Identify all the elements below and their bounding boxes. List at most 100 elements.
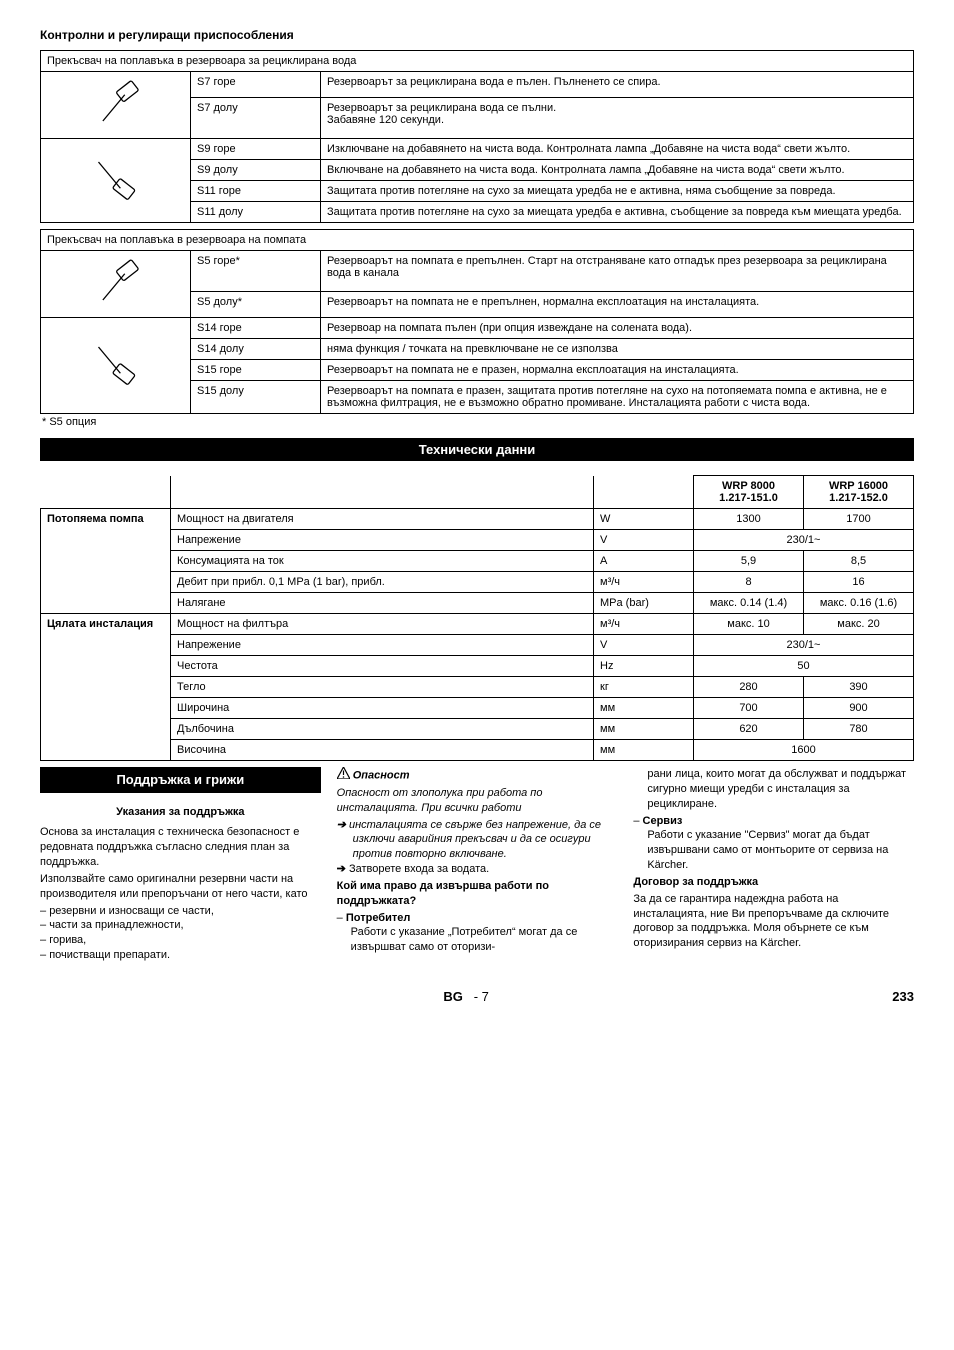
g0r0-b: 1700 [804,509,914,530]
g0r3-p: Дебит при прибл. 0,1 MPa (1 bar), прибл. [171,572,594,593]
c1-p1: Основа за инсталация с техническа безопа… [40,825,321,870]
g0r0-p: Мощност на двигателя [171,509,594,530]
g1r3-b: 390 [804,677,914,698]
serv-label: Сервиз [643,815,683,827]
th-blank1 [41,476,171,509]
footer: BG - 7 233 [40,989,914,1004]
float-down-icon-2 [41,318,191,414]
t2-r4-k: S15 горе [191,360,321,381]
t1-r2-v: Изключване на добавянето на чиста вода. … [321,139,914,160]
t2-footnote: * S5 опция [40,414,914,432]
col3: рани лица, които могат да обслужват и по… [633,767,914,965]
g0r2-a: 5,9 [694,551,804,572]
g1r2-p: Честота [171,656,594,677]
col2: Опасност Опасност от злополука при работ… [337,767,618,965]
tech-heading: Технически данни [40,438,914,461]
g1r3-a: 280 [694,677,804,698]
g0-label: Потопяема помпа [41,509,171,614]
footer-lang: BG [443,989,463,1004]
float-table-2: Прекъсвач на поплавъка в резервоара на п… [40,229,914,414]
t1-r0-k: S7 горе [191,72,321,98]
g1r4-b: 900 [804,698,914,719]
g0r3-u: м³/ч [594,572,694,593]
maint-sub: Указания за поддръжка [40,799,321,826]
t2-r0-v: Резервоарът на помпата е препълнен. Стар… [321,251,914,292]
who-q: Кой има право да извършва работи по подд… [337,879,618,909]
g1r4-u: мм [594,698,694,719]
t1-r5-v: Защитата против потегляне на сухо за мие… [321,202,914,223]
g0r1-ab: 230/1~ [694,530,914,551]
page-heading: Контролни и регулиращи приспособления [40,28,914,42]
g0r3-b: 16 [804,572,914,593]
th-wrp8000: WRP 8000 1.217-151.0 [694,476,804,509]
float-up-icon [41,72,191,139]
c1-p2: Използвайте само оригинални резервни час… [40,872,321,902]
g1r5-u: мм [594,719,694,740]
g0r2-u: A [594,551,694,572]
t2-r2-v: Резервоар на помпата пълен (при опция из… [321,318,914,339]
g1r3-u: кг [594,677,694,698]
g1r5-p: Дълбочина [171,719,594,740]
col1: Поддръжка и грижи Указания за поддръжка … [40,767,321,965]
g0r1-u: V [594,530,694,551]
th-wrp16000: WRP 16000 1.217-152.0 [804,476,914,509]
c1-li0: резервни и износващи се части, [40,904,321,919]
c1-list: резервни и износващи се части, части за … [40,904,321,963]
t2-r5-v: Резервоарът на помпата е празен, защитат… [321,381,914,414]
c1-li1: части за принадлежности, [40,918,321,933]
g0r4-u: MPa (bar) [594,593,694,614]
th-blank3 [594,476,694,509]
g0r1-p: Напрежение [171,530,594,551]
g1r5-b: 780 [804,719,914,740]
g1r0-u: м³/ч [594,614,694,635]
t2-r3-k: S14 долу [191,339,321,360]
g1r1-p: Напрежение [171,635,594,656]
t2-r3-v: няма функция / точката на превключване н… [321,339,914,360]
t2-r0-k: S5 горе* [191,251,321,292]
g0r3-a: 8 [694,572,804,593]
g0r0-a: 1300 [694,509,804,530]
c1-li2: горива, [40,933,321,948]
c3-p1: рани лица, които могат да обслужват и по… [633,767,914,812]
g1r0-p: Мощност на филтъра [171,614,594,635]
g1r1-ab: 230/1~ [694,635,914,656]
float-down-icon [41,139,191,223]
t1-r3-v: Включване на добавянето на чиста вода. К… [321,160,914,181]
g0r2-b: 8,5 [804,551,914,572]
t1-caption: Прекъсвач на поплавъка в резервоара за р… [41,51,914,72]
g1r5-a: 620 [694,719,804,740]
t2-r1-v: Резервоарът на помпата не е препълнен, н… [321,291,914,317]
user-text: Работи с указание „Потребител“ могат да … [337,925,618,955]
g1r0-a: макс. 10 [694,614,804,635]
g1r4-p: Широчина [171,698,594,719]
tech-table: WRP 8000 1.217-151.0 WRP 16000 1.217-152… [40,475,914,761]
t2-caption: Прекъсвач на поплавъка в резервоара на п… [41,230,914,251]
t2-r1-k: S5 долу* [191,291,321,317]
serv-text: Работи с указание "Сервиз" могат да бъда… [633,828,914,873]
g0r4-p: Налягане [171,593,594,614]
g1r2-u: Hz [594,656,694,677]
g1-label: Цялата инсталация [41,614,171,761]
g1r6-u: мм [594,740,694,761]
t2-r4-v: Резервоарът на помпата не е празен, норм… [321,360,914,381]
t1-r1-v: Резервоарът за рециклирана вода се пълни… [321,98,914,139]
danger-text: Опасност от злополука при работа по инст… [337,786,618,816]
g0r4-a: макс. 0.14 (1.4) [694,593,804,614]
contract-txt: За да се гарантира надеждна работа на ин… [633,892,914,951]
g1r0-b: макс. 20 [804,614,914,635]
float-table-1: Прекъсвач на поплавъка в резервоара за р… [40,50,914,223]
arr1: инсталацията се свърже без напрежение, д… [337,818,618,863]
g1r4-a: 700 [694,698,804,719]
t2-r5-k: S15 долу [191,381,321,414]
g1r6-ab: 1600 [694,740,914,761]
footer-page: - 7 [474,989,489,1004]
contract-h: Договор за поддръжка [633,875,914,890]
t2-r2-k: S14 горе [191,318,321,339]
t1-r5-k: S11 долу [191,202,321,223]
t1-r2-k: S9 горе [191,139,321,160]
user-label: Потребител [346,912,410,924]
c1-li3: почистващи препарати. [40,948,321,963]
maint-heading: Поддръжка и грижи [40,767,321,793]
t1-r3-k: S9 долу [191,160,321,181]
footer-abs: 233 [892,989,914,1004]
